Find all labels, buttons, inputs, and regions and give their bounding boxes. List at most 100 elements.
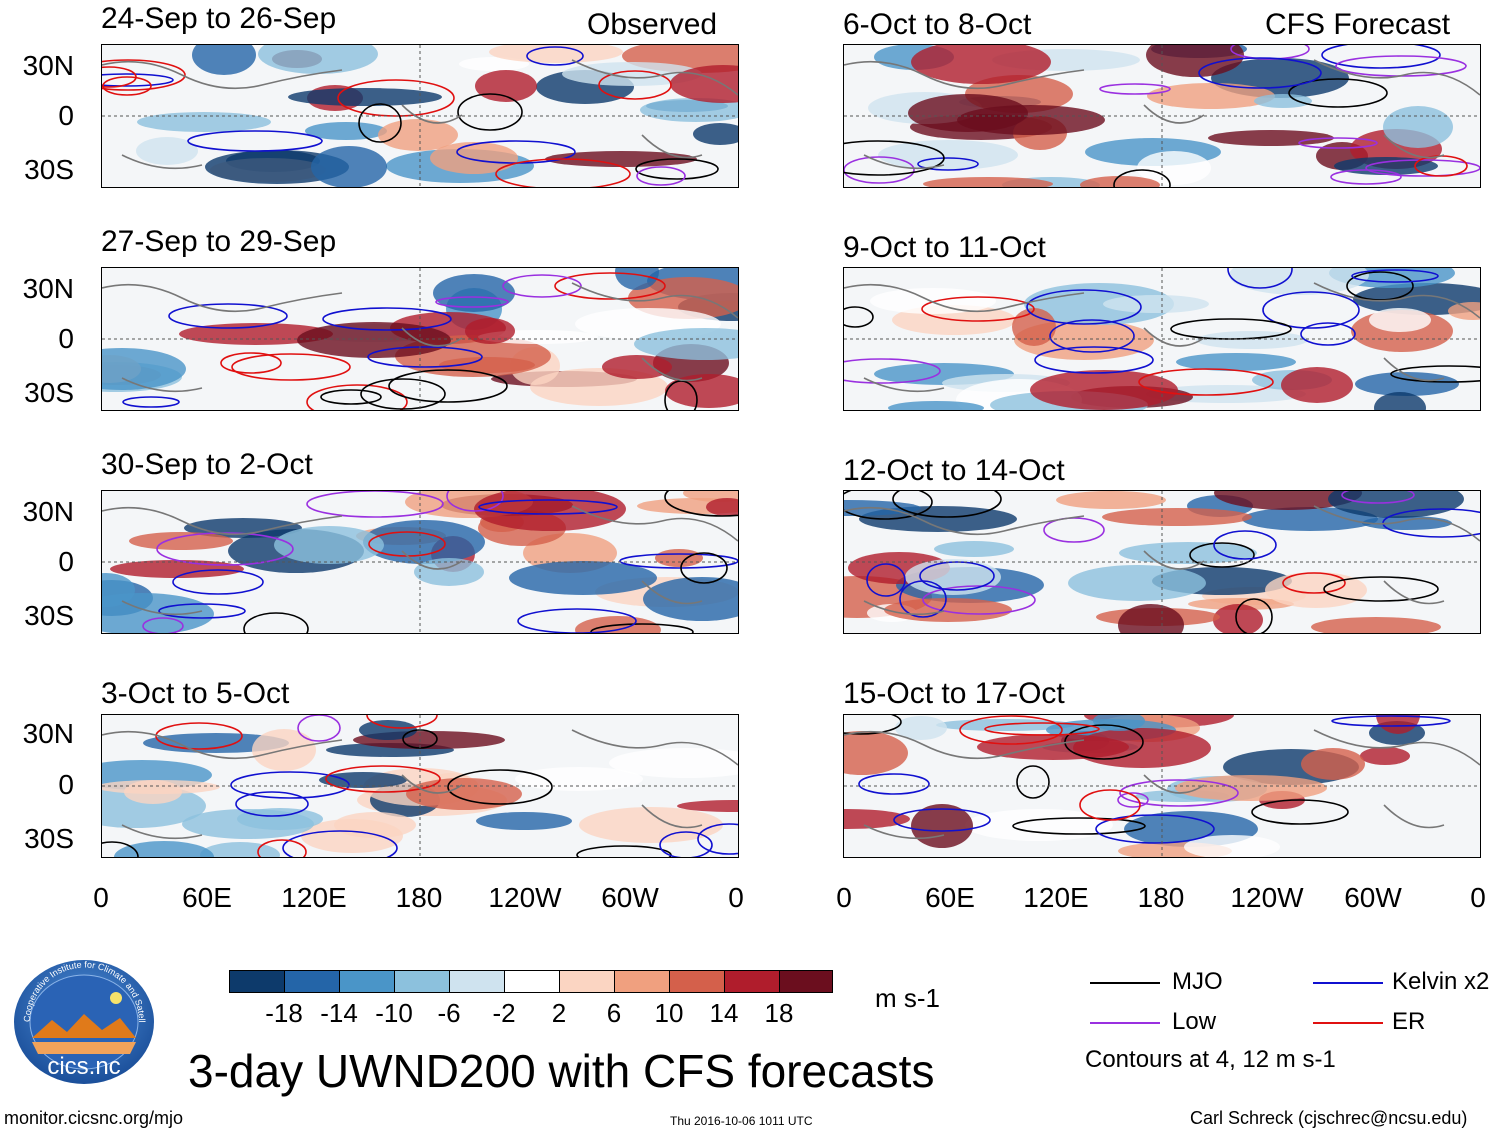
legend-line-low [1090,1022,1160,1024]
panel-title-fcst-4: 15-Oct to 17-Oct [843,677,1065,710]
wave-contour [297,715,341,742]
lon-label: 120W [1230,882,1304,913]
legend-note: Contours at 4, 12 m s-1 [1085,1046,1336,1073]
observed-label: Observed [587,8,718,41]
wind-anomaly-region [363,520,485,564]
panel-title-fcst-1: 6-Oct to 8-Oct [843,8,1032,41]
wind-anomaly-region [205,150,349,184]
wind-anomaly-region [430,142,518,174]
wave-contour [1095,814,1215,844]
wind-anomaly-region [414,558,484,586]
wind-anomaly-region [1360,747,1410,765]
lat-label-30s: 30S [24,377,74,408]
wave-contour [517,608,637,633]
lon-label: 0 [836,882,852,913]
colorbar-tick: -2 [492,998,516,1028]
legend-label-er: ER [1392,1008,1426,1035]
lon-label: 120W [488,882,562,913]
wind-anomaly-region [406,778,522,810]
wind-anomaly-region [1196,331,1308,349]
wind-anomaly-region [1301,748,1365,780]
legend-line-er [1313,1022,1383,1024]
wave-contour [231,353,351,381]
wave-contour [1227,268,1293,289]
footer-credit: Carl Schreck (cjschrec@ncsu.edu) [1190,1108,1468,1128]
wind-anomaly-region [1281,367,1353,403]
wave-contour [457,93,523,131]
map-panel-fcst-2 [843,267,1481,411]
wave-contour [1213,530,1277,560]
wave-contour [257,839,307,857]
coastline [844,59,1480,170]
wind-anomaly-region [1242,507,1378,531]
wave-contour [102,841,139,857]
wind-anomaly-region [670,65,738,103]
lon-label: 0 [1470,882,1486,913]
wind-anomaly-region [1369,308,1431,332]
wave-contour [576,845,672,857]
wind-anomaly-region [545,151,697,167]
map-panel-obs-4 [101,714,739,858]
wind-anomaly-region [433,274,515,312]
wave-contour [1330,169,1402,185]
wind-anomaly-region [378,119,458,151]
legend-label-low: Low [1172,1008,1217,1035]
lon-label: 60W [1344,882,1402,913]
wind-anomaly-region [359,720,417,740]
lon-label: 120E [281,882,347,913]
wave-contour [1300,322,1356,346]
wave-contour [1043,517,1105,543]
wave-contour [155,722,243,750]
wind-anomaly-region [102,348,186,390]
lat-label-30n: 30N [22,273,74,304]
wave-contour [1282,572,1346,594]
wind-anomaly-region [297,322,451,358]
panel-title-fcst-3: 12-Oct to 14-Oct [843,454,1065,487]
wave-contour [636,166,686,186]
wind-anomaly-region [911,804,973,848]
colorbar-swatch [779,970,833,993]
wave-contour [158,603,246,619]
wave-contour [102,73,174,87]
wind-anomaly-region [965,809,1113,841]
wave-contour [1235,598,1273,633]
wave-contour [959,715,1063,745]
lon-label: 60W [601,882,659,913]
wind-anomaly-region [1102,508,1252,526]
wave-contour [1079,789,1141,821]
wind-anomaly-region [1012,308,1056,346]
colorbar-swatch [504,970,560,993]
wave-contour [1113,169,1171,187]
footer-url[interactable]: monitor.cicsnc.org/mjo [4,1108,184,1128]
wave-contour [680,552,728,584]
forecast-label: CFS Forecast [1265,8,1451,41]
wave-contour [844,715,902,735]
colorbar-tick: 18 [764,998,794,1028]
wave-contour [1099,83,1171,95]
wave-contour [325,765,441,793]
wind-anomaly-region [124,780,182,804]
lat-label-eq: 0 [58,546,74,577]
wave-contour [1323,576,1439,602]
wind-anomaly-region [1311,617,1441,633]
wind-anomaly-region [1073,728,1211,768]
colorbar-swatch [284,970,340,993]
colorbar-swatch [339,970,395,993]
lat-label-30s: 30S [24,600,74,631]
colorbar-units: m s-1 [875,983,940,1013]
wind-anomaly-region [476,812,572,830]
wave-contour [172,569,264,595]
wave-contour [1382,508,1480,538]
wave-contour [1016,765,1050,799]
wind-anomaly-region [655,549,703,567]
wind-anomaly-region [957,105,1105,135]
wave-contour [122,396,180,408]
logo-text: cics.nc [47,1053,120,1080]
wind-anomaly-region [1353,283,1480,315]
wind-anomaly-region [602,355,672,379]
wave-contour [697,823,738,855]
wave-contour [306,491,444,518]
footer-timestamp: Thu 2016-10-06 1011 UTC [670,1114,813,1128]
wave-contour [435,296,509,308]
wind-anomaly-region [1146,45,1244,77]
